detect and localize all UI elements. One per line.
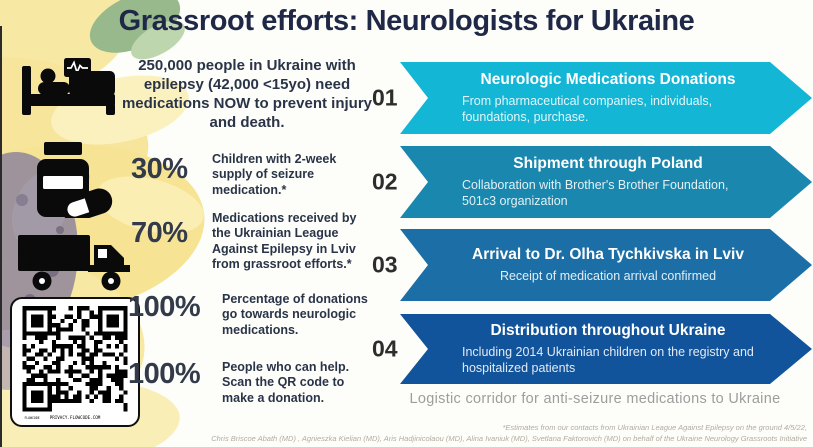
step-description: Collaboration with Brother's Brother Fou… <box>462 177 729 208</box>
step-number: 02 <box>372 168 398 195</box>
page-title: Grassroot efforts: Neurologists for Ukra… <box>118 5 695 37</box>
stat-value-medications-received: 70% <box>131 217 188 249</box>
stat-value-children-supply: 30% <box>131 153 188 185</box>
step-arrow-banner: Shipment through Poland Collaboration wi… <box>400 146 812 218</box>
qr-code: PRIVACY.FLOWCODE.COM FLOWCODE <box>10 297 140 427</box>
step-arrow-banner: Arrival to Dr. Olha Tychkivska in Lviv R… <box>400 229 812 301</box>
stat-label-children-supply: Children with 2-week supply of seizure m… <box>212 152 337 197</box>
step-row-4: 04 Distribution throughout Ukraine Inclu… <box>372 314 812 384</box>
stat-label-medications-received: Medications received by the Ukrainian Le… <box>212 211 357 271</box>
intro-text: 250,000 people in Ukraine with epilepsy … <box>121 57 373 132</box>
medicine-bottle-icon <box>30 142 114 218</box>
step-row-2: 02 Shipment through Poland Collaboration… <box>372 146 812 218</box>
step-number: 03 <box>372 251 398 278</box>
step-title: Arrival to Dr. Olha Tychkivska in Lviv <box>472 245 744 263</box>
footnote-line1: *Estimates from our contacts from Ukrain… <box>502 423 807 432</box>
step-row-3: 03 Arrival to Dr. Olha Tychkivska in Lvi… <box>372 229 812 301</box>
svg-text:FLOWCODE: FLOWCODE <box>24 416 39 420</box>
delivery-truck-icon <box>18 233 130 292</box>
step-description: From pharmaceutical companies, individua… <box>462 93 713 124</box>
stat-value-people-help: 100% <box>128 358 201 390</box>
step-number: 04 <box>372 335 398 362</box>
step-title: Shipment through Poland <box>513 154 703 172</box>
footnote-line2: Chris Briscoe Abath (MD) , Agnieszka Kie… <box>211 434 807 443</box>
step-title: Distribution throughout Ukraine <box>490 321 726 339</box>
stat-value-donations: 100% <box>128 291 201 323</box>
step-number: 01 <box>372 84 398 111</box>
step-row-1: 01 Neurologic Medications Donations From… <box>372 62 812 134</box>
stat-label-people-help: People who can help. Scan the QR code to… <box>222 360 350 405</box>
left-edge-line <box>0 26 2 447</box>
step-arrow-banner: Distribution throughout Ukraine Includin… <box>400 314 812 384</box>
step-title: Neurologic Medications Donations <box>480 70 736 88</box>
stat-label-donations: Percentage of donations go towards neuro… <box>222 292 368 337</box>
caption-logistic-corridor: Logistic corridor for anti-seizure medic… <box>409 391 781 407</box>
step-arrow-banner: Neurologic Medications Donations From ph… <box>400 62 812 134</box>
step-description: Receipt of medication arrival confirmed <box>499 268 717 283</box>
patient-bed-icon <box>21 66 117 115</box>
svg-text:PRIVACY.FLOWCODE.COM: PRIVACY.FLOWCODE.COM <box>50 415 101 420</box>
step-description: Including 2014 Ukrainian children on the… <box>462 344 754 375</box>
